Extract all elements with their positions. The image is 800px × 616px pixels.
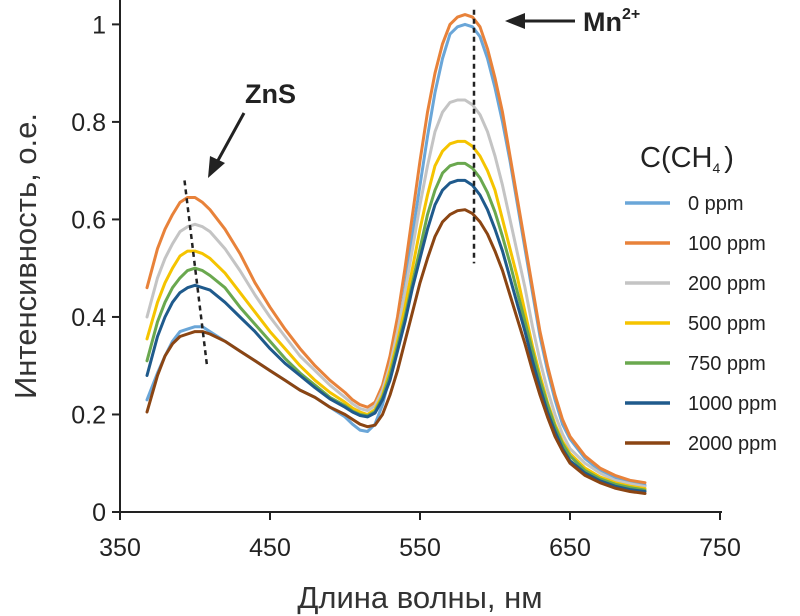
series-line-0-ppm	[145, 22, 647, 487]
y-ticks: 0 0.2 0.4 0.6 0.8 1	[71, 11, 120, 527]
mn-label-base: Mn	[583, 7, 622, 37]
x-tick-label: 450	[249, 534, 291, 562]
legend-title: C(CH4)	[640, 142, 734, 176]
legend-label: 2000 ppm	[688, 433, 777, 455]
y-tick-label: 0.6	[71, 206, 106, 234]
y-tick-label: 1	[92, 11, 106, 39]
guide-zns-trend	[183, 180, 209, 366]
series-line-1000-ppm	[145, 178, 647, 493]
series-line-200-ppm	[145, 98, 647, 489]
legend-title-main: C(CH	[640, 142, 713, 174]
y-axis-title: Интенсивность, о.е.	[8, 113, 43, 399]
legend-title-close: )	[724, 142, 734, 174]
zns-arrow-shaft	[214, 112, 246, 165]
legend-label: 0 ppm	[688, 193, 744, 215]
y-tick-label: 0	[92, 499, 106, 527]
y-tick-label: 0.2	[71, 401, 106, 429]
mn-label: Mn2+	[583, 6, 640, 37]
legend-label: 200 ppm	[688, 273, 766, 295]
x-tick-label: 750	[699, 534, 741, 562]
series-layer	[145, 13, 647, 495]
x-ticks: 350 450 550 650 750	[99, 512, 741, 562]
x-tick-label: 550	[399, 534, 441, 562]
legend-label: 500 ppm	[688, 313, 766, 335]
mn-label-sup: 2+	[622, 6, 640, 23]
x-tick-label: 350	[99, 534, 141, 562]
y-tick-label: 0.4	[71, 304, 106, 332]
series-line-2000-ppm	[145, 208, 647, 495]
legend-label: 1000 ppm	[688, 393, 777, 415]
legend-title-sub: 4	[713, 160, 721, 176]
x-tick-label: 650	[549, 534, 591, 562]
zns-label: ZnS	[245, 79, 296, 109]
legend-label: 100 ppm	[688, 233, 766, 255]
legend-items: 0 ppm 100 ppm 200 ppm 500 ppm 750 ppm 1000 pp…	[625, 193, 777, 455]
mn-arrow-head	[505, 13, 525, 29]
guides-layer	[183, 9, 476, 366]
series-line-100-ppm	[145, 13, 647, 485]
y-tick-label: 0.8	[71, 109, 106, 137]
annotations: ZnS Mn2+	[208, 6, 640, 178]
zns-arrow-head	[208, 156, 225, 178]
legend: C(CH4) 0 ppm 100 ppm 200 ppm 500 ppm 750 ppm…	[625, 142, 777, 455]
legend-label: 750 ppm	[688, 353, 766, 375]
x-axis-title: Длина волны, нм	[297, 580, 542, 615]
